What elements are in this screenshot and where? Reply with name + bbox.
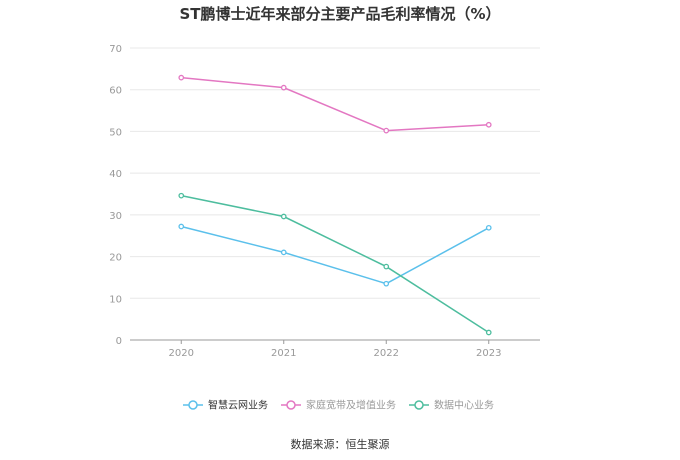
legend: 智慧云网业务 家庭宽带及增值业务 数据中心业务 — [183, 399, 494, 412]
y-tick-label: 60 — [109, 86, 122, 97]
grid-lines — [130, 47, 540, 299]
data-point[interactable] — [383, 127, 390, 134]
y-tick-label: 10 — [109, 294, 122, 305]
data-point[interactable] — [485, 121, 492, 128]
legend-label: 智慧云网业务 — [208, 399, 268, 412]
legend-item-0[interactable]: 智慧云网业务 — [183, 399, 268, 412]
x-tick-label: 2021 — [271, 348, 296, 359]
x-tick-label: 2022 — [374, 348, 399, 359]
data-point[interactable] — [280, 84, 287, 91]
data-point[interactable] — [178, 192, 185, 199]
y-axis-ticks: 0 10 20 30 40 50 60 70 — [109, 44, 122, 347]
legend-item-1[interactable]: 家庭宽带及增值业务 — [281, 399, 396, 412]
data-point[interactable] — [178, 74, 185, 81]
y-tick-label: 30 — [109, 211, 122, 222]
data-point[interactable] — [280, 213, 287, 220]
x-tick-label: 2020 — [169, 348, 194, 359]
series-line-1 — [181, 76, 489, 132]
x-tick-label: 2023 — [476, 348, 501, 359]
legend-label: 家庭宽带及增值业务 — [306, 399, 396, 412]
y-tick-label: 20 — [109, 253, 122, 264]
x-axis-ticks: 2020 2021 2022 2023 — [169, 340, 501, 359]
y-tick-label: 70 — [109, 44, 122, 55]
series-line-2 — [181, 194, 490, 334]
y-tick-label: 0 — [116, 336, 122, 347]
series-line-0 — [181, 225, 490, 285]
data-point[interactable] — [383, 263, 390, 270]
y-tick-label: 40 — [109, 169, 122, 180]
data-point[interactable] — [280, 249, 287, 256]
series-lines — [178, 74, 492, 336]
data-point[interactable] — [178, 223, 185, 230]
legend-label: 数据中心业务 — [434, 399, 494, 412]
legend-item-2[interactable]: 数据中心业务 — [409, 399, 494, 412]
chart-title: ST鹏博士近年来部分主要产品毛利率情况（%） — [179, 5, 501, 23]
data-source: 数据来源：恒生聚源 — [290, 438, 390, 451]
data-point[interactable] — [485, 329, 492, 336]
data-point[interactable] — [485, 224, 492, 231]
data-point[interactable] — [383, 280, 390, 287]
y-tick-label: 50 — [109, 127, 122, 138]
